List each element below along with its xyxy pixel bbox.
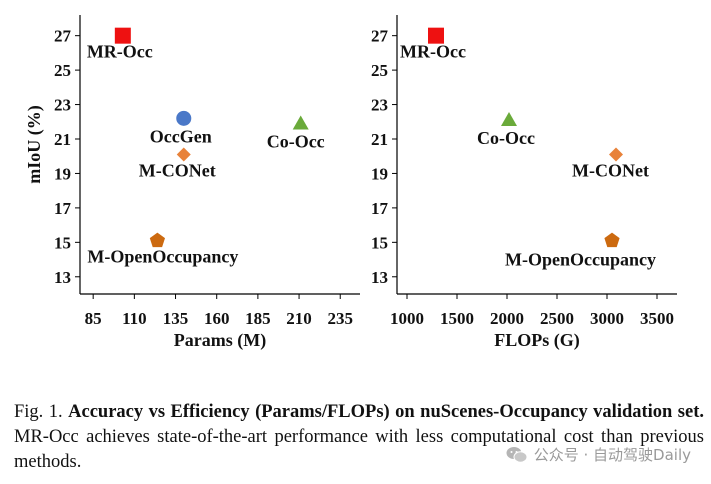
y-tick-label: 25 <box>371 61 388 80</box>
chart-panel-1: 13 15 17 19 21 23 25 27 85 110 135 160 185 210 235 Para… <box>24 15 360 351</box>
y-tick-label: 21 <box>371 130 388 149</box>
y-tick-label: 19 <box>371 164 388 183</box>
y-tick-label: 25 <box>54 61 71 80</box>
point-label-co-occ: Co-Occ <box>267 132 325 152</box>
y-tick-label: 21 <box>54 130 71 149</box>
chart-panel-2: 13 15 17 19 21 23 25 27 1000 1500 2000 2500 3000 3500… <box>371 15 677 351</box>
caption-body: MR-Occ achieves state-of-the-art perform… <box>14 427 704 472</box>
point-label-m-conet: M-CONet <box>139 161 216 181</box>
point-co-occ <box>501 112 517 127</box>
point-m-conet <box>176 147 191 162</box>
y-tick-label: 15 <box>371 233 388 252</box>
point-label-m-openoccupancy: M-OpenOccupancy <box>87 247 238 267</box>
y-tick-label: 27 <box>54 27 72 46</box>
watermark: 公众号 · 自动驾驶Daily <box>506 444 691 465</box>
point-m-conet <box>609 147 623 162</box>
point-occgen <box>176 110 192 126</box>
point-label-mr-occ: MR-Occ <box>400 42 466 62</box>
x-tick-label: 235 <box>327 309 353 328</box>
x-tick-label: 2500 <box>540 309 574 328</box>
point-m-openoccupancy <box>149 232 165 248</box>
y-tick-label: 17 <box>54 199 72 218</box>
x-tick-label: 160 <box>204 309 230 328</box>
point-mr-occ <box>428 27 444 44</box>
point-co-occ <box>292 115 309 130</box>
x-tick-label: 1500 <box>440 309 474 328</box>
y-tick-label: 15 <box>54 233 71 252</box>
point-label-occgen: OccGen <box>150 126 212 146</box>
figure-canvas: 13 15 17 19 21 23 25 27 85 110 135 160 185 210 235 Para… <box>24 15 677 351</box>
wechat-icon <box>506 446 528 463</box>
x-tick-label: 3500 <box>640 309 674 328</box>
y-tick-label: 27 <box>371 27 389 46</box>
watermark-text: 公众号 · 自动驾驶Daily <box>533 446 691 464</box>
point-label-m-openoccupancy: M-OpenOccupancy <box>505 250 656 270</box>
point-label-co-occ: Co-Occ <box>477 128 535 148</box>
x-tick-label: 85 <box>85 309 102 328</box>
point-label-mr-occ: MR-Occ <box>87 42 153 62</box>
x-axis-label: Params (M) <box>174 330 266 351</box>
caption-bold-title: Accuracy vs Efficiency (Params/FLOPs) on… <box>68 402 704 422</box>
point-label-m-conet: M-CONet <box>572 161 649 181</box>
x-tick-label: 135 <box>163 309 189 328</box>
y-tick-label: 19 <box>54 164 71 183</box>
y-tick-label: 13 <box>371 268 388 287</box>
x-tick-label: 110 <box>122 309 147 328</box>
y-tick-label: 17 <box>371 199 389 218</box>
y-tick-label: 23 <box>371 96 388 115</box>
x-tick-label: 3000 <box>590 309 624 328</box>
point-m-openoccupancy <box>604 232 620 248</box>
x-tick-label: 185 <box>245 309 271 328</box>
y-tick-label: 23 <box>54 96 71 115</box>
point-mr-occ <box>114 27 131 44</box>
y-axis-label: mIoU (%) <box>24 105 45 184</box>
figure-caption: Fig. 1. Accuracy vs Efficiency (Params/F… <box>14 400 704 475</box>
x-tick-label: 1000 <box>390 309 424 328</box>
x-tick-label: 2000 <box>490 309 524 328</box>
x-axis-label: FLOPs (G) <box>494 330 580 351</box>
caption-fig-label: Fig. 1. <box>14 402 63 422</box>
x-tick-label: 210 <box>286 309 312 328</box>
y-tick-label: 13 <box>54 268 71 287</box>
